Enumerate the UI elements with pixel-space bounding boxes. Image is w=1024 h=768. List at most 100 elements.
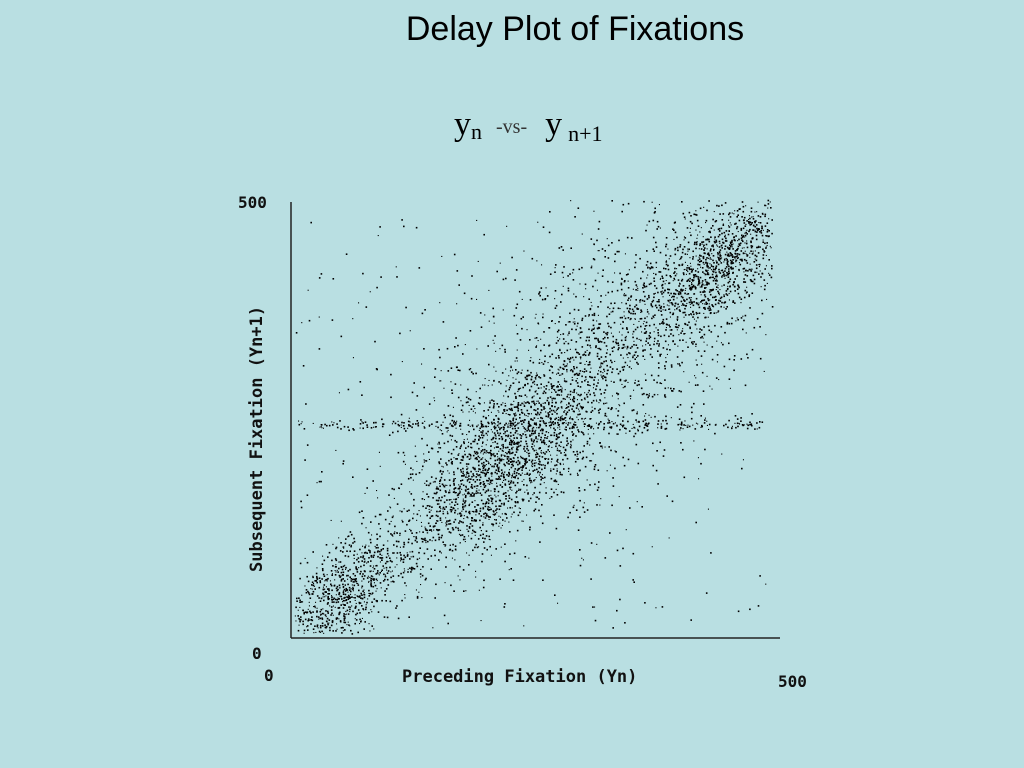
scatter-point: [724, 240, 727, 242]
scatter-point: [298, 420, 300, 422]
scatter-point: [425, 539, 427, 542]
scatter-point: [691, 286, 694, 288]
scatter-point: [476, 504, 479, 506]
scatter-point: [512, 423, 515, 426]
scatter-point: [610, 427, 613, 429]
scatter-point: [304, 618, 307, 621]
scatter-point: [492, 442, 494, 444]
scatter-point: [497, 432, 499, 434]
scatter-point: [344, 584, 346, 586]
scatter-point: [506, 430, 508, 432]
scatter-point: [665, 263, 668, 266]
scatter-point: [726, 260, 728, 262]
scatter-point: [573, 391, 575, 393]
scatter-point: [423, 427, 426, 429]
scatter-point: [456, 420, 458, 422]
scatter-point: [405, 585, 407, 587]
scatter-point: [533, 479, 535, 482]
scatter-point: [555, 401, 557, 404]
scatter-point: [633, 435, 635, 438]
scatter-point: [507, 395, 509, 398]
scatter-point: [708, 423, 711, 426]
scatter-point: [349, 589, 351, 591]
scatter-point: [732, 267, 734, 270]
scatter-point: [398, 424, 400, 427]
scatter-point: [709, 276, 712, 279]
scatter-point: [468, 478, 470, 480]
scatter-point: [736, 257, 739, 259]
scatter-point: [311, 616, 313, 618]
scatter-point: [513, 443, 516, 445]
scatter-point: [695, 343, 697, 346]
scatter-point: [512, 451, 514, 454]
scatter-point: [650, 304, 653, 307]
scatter-point: [743, 267, 746, 270]
scatter-point: [544, 457, 546, 460]
scatter-point: [634, 432, 637, 435]
scatter-point: [592, 285, 594, 288]
scatter-point: [579, 331, 582, 334]
scatter-point: [339, 420, 341, 422]
scatter-point: [316, 575, 318, 578]
scatter-point: [589, 460, 591, 462]
scatter-point: [697, 225, 700, 227]
scatter-point: [357, 609, 360, 611]
scatter-point: [500, 478, 502, 480]
scatter-point: [562, 249, 564, 251]
scatter-point: [628, 430, 631, 432]
scatter-point: [361, 617, 363, 619]
scatter-point: [702, 255, 705, 258]
scatter-point: [347, 535, 350, 537]
scatter-point: [368, 557, 370, 559]
scatter-point: [527, 415, 529, 417]
scatter-point: [532, 494, 534, 496]
scatter-point: [563, 368, 565, 370]
scatter-point: [591, 265, 593, 267]
scatter-point: [352, 590, 354, 592]
scatter-point: [469, 523, 472, 525]
scatter-point: [606, 415, 608, 417]
scatter-point: [377, 555, 379, 558]
scatter-point: [317, 627, 319, 629]
scatter-point: [344, 614, 346, 616]
scatter-point: [626, 327, 628, 329]
scatter-point: [461, 459, 464, 461]
scatter-point: [450, 458, 452, 461]
scatter-point: [363, 561, 366, 563]
scatter-point: [536, 468, 538, 471]
scatter-point: [671, 500, 674, 503]
scatter-point: [555, 433, 558, 436]
scatter-point: [618, 404, 620, 406]
scatter-point: [702, 291, 705, 293]
scatter-point: [692, 343, 694, 345]
scatter-point: [531, 459, 534, 462]
scatter-point: [694, 384, 697, 386]
scatter-point: [461, 510, 463, 512]
scatter-point: [483, 513, 485, 515]
scatter-point: [531, 396, 534, 399]
scatter-point: [646, 250, 648, 252]
scatter-point: [463, 536, 466, 538]
scatter-point: [598, 347, 601, 350]
scatter-point: [693, 213, 695, 216]
scatter-point: [676, 273, 678, 275]
scatter-point: [683, 333, 685, 335]
scatter-point: [749, 217, 751, 220]
scatter-point: [560, 446, 562, 448]
scatter-point: [518, 441, 520, 444]
scatter-point: [548, 403, 550, 406]
scatter-point: [502, 447, 504, 449]
scatter-point: [358, 567, 360, 569]
scatter-point: [729, 222, 731, 224]
scatter-point: [593, 468, 596, 471]
scatter-point: [710, 289, 713, 291]
scatter-point: [479, 387, 481, 390]
scatter-point: [370, 585, 373, 588]
scatter-point: [543, 390, 546, 393]
scatter-point: [547, 436, 549, 438]
scatter-point: [768, 230, 770, 232]
scatter-point: [645, 321, 648, 324]
scatter-point: [451, 509, 453, 511]
scatter-point: [736, 288, 739, 290]
scatter-point: [502, 443, 504, 446]
